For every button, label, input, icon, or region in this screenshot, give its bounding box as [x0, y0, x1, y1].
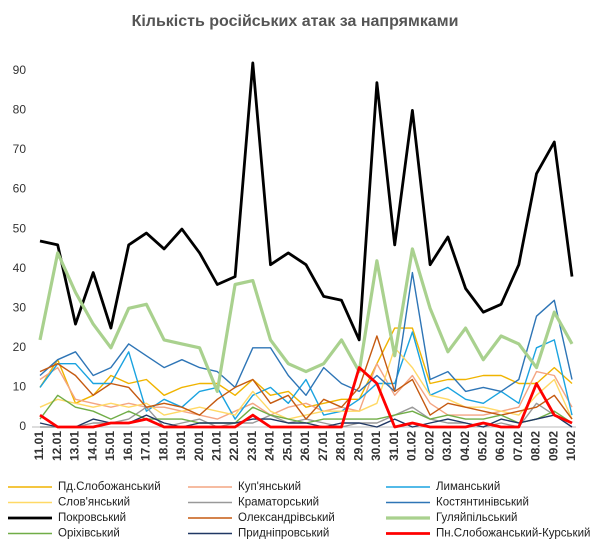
- legend-label: Пн.Слобожанський-Курський: [436, 528, 590, 540]
- y-tick-label: 10: [13, 380, 27, 394]
- series-line: [39, 347, 573, 420]
- x-tick-label: 05.02: [476, 431, 490, 461]
- series-line: [39, 363, 573, 420]
- y-tick-label: 40: [13, 261, 27, 275]
- legend-label: Костянтинівський: [436, 497, 529, 509]
- series-line: [39, 331, 573, 420]
- x-tick-label: 18.01: [156, 431, 170, 461]
- x-tick-label: 23.01: [245, 431, 259, 461]
- y-tick-label: 30: [13, 300, 27, 314]
- x-tick-label: 06.02: [493, 431, 507, 461]
- x-tick-label: 28.01: [334, 431, 348, 461]
- x-tick-label: 13.01: [68, 431, 82, 461]
- legend-label: Покровський: [58, 512, 126, 524]
- legend-label: Придніпровський: [238, 528, 329, 540]
- y-tick-label: 70: [13, 142, 27, 156]
- chart-title: Кількість російських атак за напрямками: [132, 13, 459, 30]
- series-line: [39, 366, 573, 429]
- legend-label: Краматорський: [238, 497, 319, 509]
- x-tick-label: 30.01: [369, 431, 383, 461]
- legend-label: Куп'янський: [238, 481, 301, 493]
- x-tick-label: 09.02: [546, 431, 560, 461]
- x-tick-label: 25.01: [280, 431, 294, 461]
- y-tick-label: 80: [13, 103, 27, 117]
- x-tick-label: 11.01: [32, 431, 46, 461]
- series-line: [38, 247, 574, 393]
- x-tick-label: 21.01: [210, 431, 224, 461]
- x-tick-label: 20.01: [192, 431, 206, 461]
- y-tick-label: 90: [13, 63, 27, 77]
- x-tick-label: 12.01: [50, 431, 64, 461]
- x-tick-label: 02.02: [422, 431, 436, 461]
- legend-label: Лиманський: [436, 481, 500, 493]
- x-tick-label: 26.01: [298, 431, 312, 461]
- legend-label: Гуляйпільський: [436, 512, 517, 524]
- x-tick-label: 24.01: [263, 431, 277, 461]
- y-tick-label: 50: [13, 221, 27, 235]
- x-tick-label: 31.01: [387, 431, 401, 461]
- series-line: [39, 327, 573, 408]
- series-line: [39, 61, 574, 342]
- x-tick-label: 15.01: [103, 431, 117, 461]
- x-tick-label: 03.02: [440, 431, 454, 461]
- x-tick-label: 10.02: [564, 431, 578, 461]
- legend-label: Пд.Слобожанський: [58, 481, 161, 493]
- x-tick-label: 17.01: [139, 431, 153, 461]
- x-tick-label: 07.02: [511, 431, 525, 461]
- x-tick-label: 19.01: [174, 431, 188, 461]
- x-tick-label: 08.02: [529, 431, 543, 461]
- y-tick-label: 20: [13, 340, 27, 354]
- y-tick-label: 0: [19, 419, 26, 433]
- legend-label: Слов'янський: [58, 497, 130, 509]
- x-tick-label: 29.01: [351, 431, 365, 461]
- legend-label: Олександрівський: [238, 512, 335, 524]
- x-tick-label: 01.02: [405, 431, 419, 461]
- x-tick-label: 22.01: [227, 431, 241, 461]
- x-tick-label: 27.01: [316, 431, 330, 461]
- legend-label: Оріхівський: [58, 528, 120, 540]
- x-tick-label: 16.01: [121, 431, 135, 461]
- series-line: [39, 335, 573, 420]
- series-line: [39, 271, 573, 396]
- x-tick-label: 14.01: [85, 431, 99, 461]
- x-tick-label: 04.02: [458, 431, 472, 461]
- y-tick-label: 60: [13, 182, 27, 196]
